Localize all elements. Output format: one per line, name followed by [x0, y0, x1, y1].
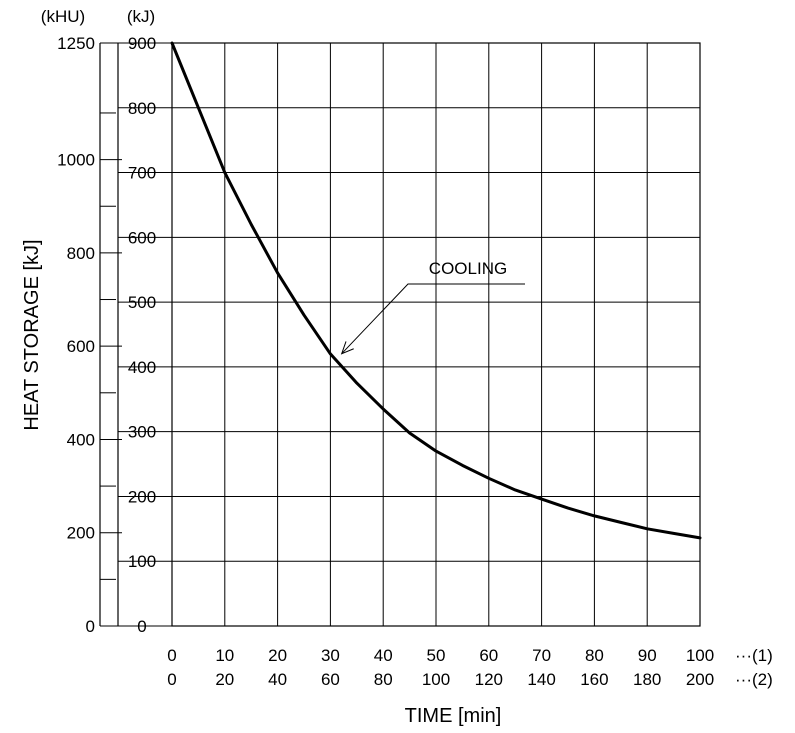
x-tick-label-row2: 180 — [633, 670, 661, 689]
x-tick-label-row1: 80 — [585, 646, 604, 665]
cooling-annotation: COOLING — [340, 259, 525, 355]
khu-tick-label: 1250 — [57, 34, 95, 53]
y-axis-khu: 0 200 400 600 800 1000 1250 — [57, 34, 122, 636]
x-tick-label-row2: 200 — [686, 670, 714, 689]
y-axis-kj: 0 100 200 300 400 500 600 700 800 900 — [117, 34, 172, 636]
kj-tick-label: 600 — [128, 228, 156, 247]
khu-tick-label: 1000 — [57, 151, 95, 170]
x-tick-label-row2: 140 — [527, 670, 555, 689]
kj-tick-label: 100 — [128, 552, 156, 571]
grid — [172, 43, 700, 626]
x-tick-label-row1: 60 — [479, 646, 498, 665]
x-tick-label-row2: 100 — [422, 670, 450, 689]
x-tick-label-row2: 40 — [268, 670, 287, 689]
kj-tick-label: 800 — [128, 99, 156, 118]
kj-tick-label: 400 — [128, 358, 156, 377]
x-tick-label-row2: 0 — [167, 670, 176, 689]
khu-tick-label: 400 — [67, 430, 95, 449]
x-tick-label-row2: 80 — [374, 670, 393, 689]
x-row1-suffix: ···(1) — [735, 646, 773, 665]
x-axis-title: TIME [min] — [405, 705, 502, 727]
x-tick-label-row1: 0 — [167, 646, 176, 665]
cooling-curve — [170, 41, 702, 540]
khu-tick-label: 800 — [67, 244, 95, 263]
x-tick-label-row1: 10 — [215, 646, 234, 665]
y-axis-title: HEAT STORAGE [kJ] — [21, 239, 43, 430]
x-tick-label-row2: 120 — [475, 670, 503, 689]
khu-tick-label: 200 — [67, 524, 95, 543]
x-tick-label-row2: 20 — [215, 670, 234, 689]
x-tick-label-row2: 60 — [321, 670, 340, 689]
khu-tick-label: 0 — [86, 617, 95, 636]
y-unit-khu: (kHU) — [41, 7, 85, 26]
x-tick-label-row1: 90 — [638, 646, 657, 665]
kj-tick-label: 200 — [128, 487, 156, 506]
x-row2-suffix: ···(2) — [735, 670, 773, 689]
khu-tick-label: 600 — [67, 337, 95, 356]
x-tick-label-row1: 40 — [374, 646, 393, 665]
x-tick-label-row2: 160 — [580, 670, 608, 689]
x-tick-label-row1: 100 — [686, 646, 714, 665]
kj-tick-label: 0 — [137, 617, 146, 636]
annotation-arrowhead — [340, 341, 354, 355]
kj-tick-label: 700 — [128, 164, 156, 183]
x-tick-label-row1: 20 — [268, 646, 287, 665]
annotation-label: COOLING — [429, 259, 507, 278]
plot-frame — [171, 42, 701, 627]
y-unit-kj: (kJ) — [127, 7, 155, 26]
x-tick-label-row1: 70 — [532, 646, 551, 665]
kj-tick-label: 500 — [128, 293, 156, 312]
kj-tick-label: 900 — [128, 34, 156, 53]
x-tick-label-row1: 30 — [321, 646, 340, 665]
kj-tick-label: 300 — [128, 423, 156, 442]
annotation-leader — [341, 283, 525, 355]
x-axis: 0 10 20 30 40 50 60 70 80 90 100 0 20 40 60 80 100 120 140… — [167, 646, 773, 689]
x-tick-label-row1: 50 — [427, 646, 446, 665]
